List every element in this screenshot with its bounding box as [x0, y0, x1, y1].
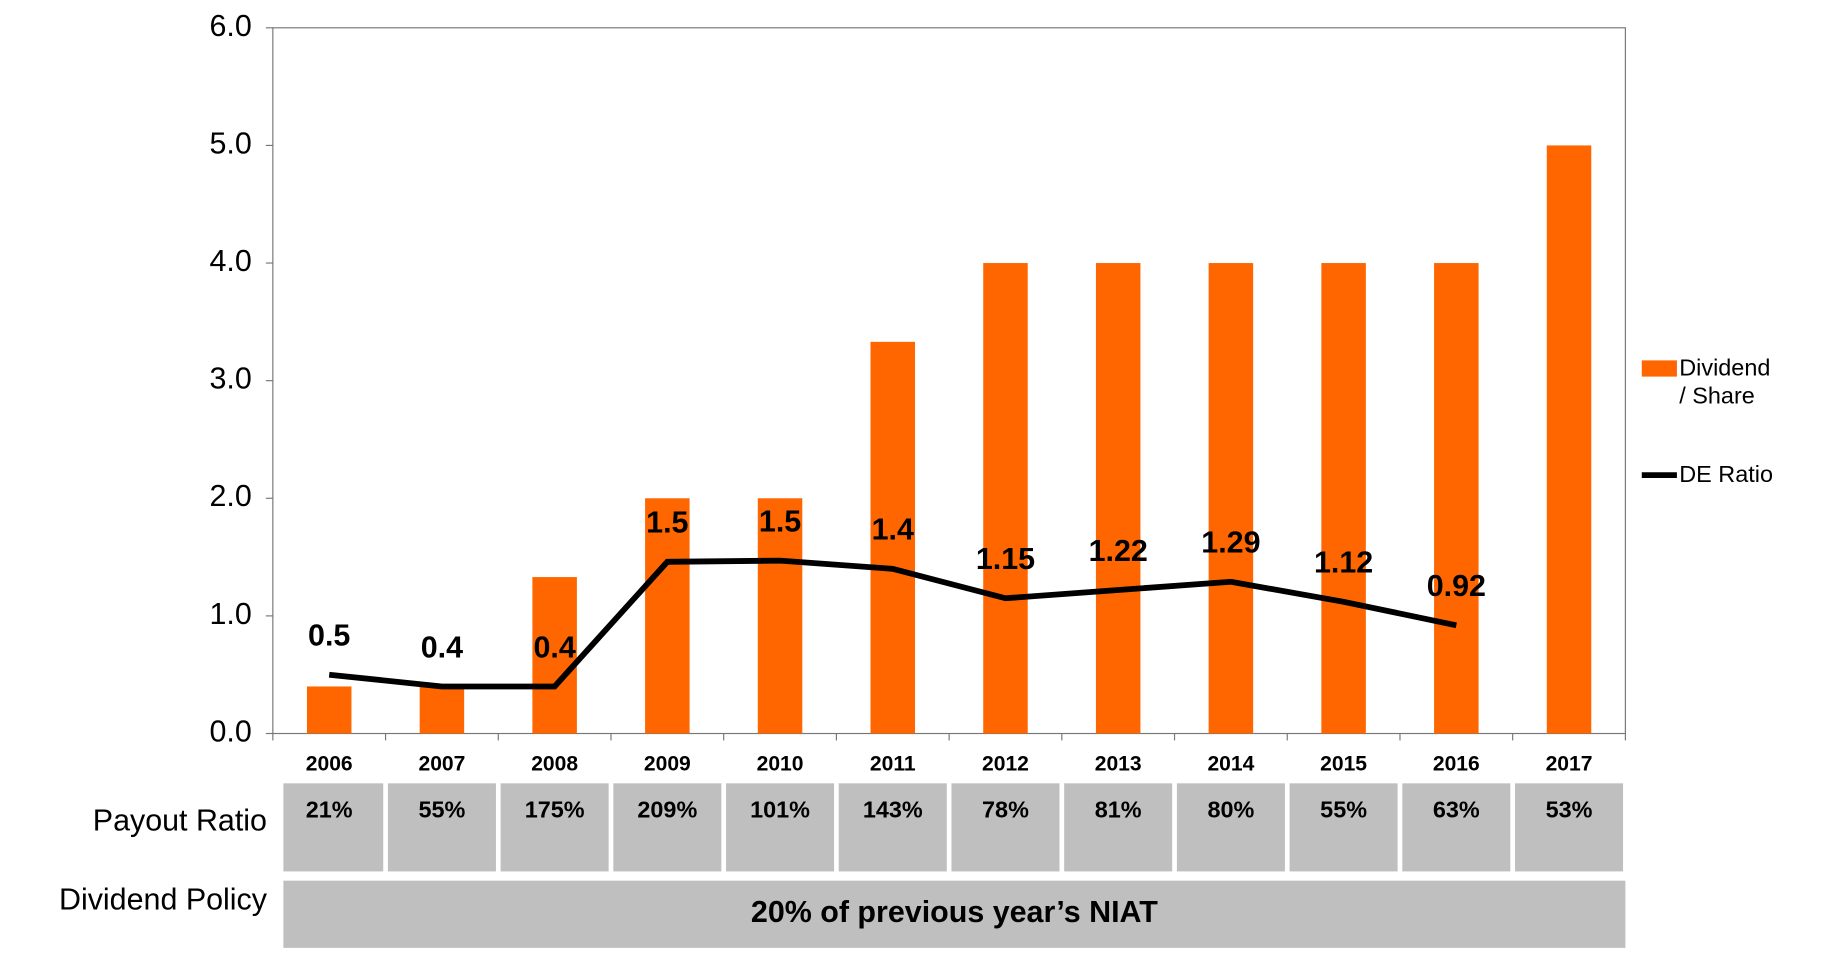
table-cell-text: 209% — [637, 796, 697, 822]
table-cell-text: 63% — [1433, 796, 1480, 822]
legend-swatch — [1641, 360, 1677, 377]
bar — [1546, 145, 1592, 734]
bar — [1321, 263, 1366, 734]
table-cell-text: 55% — [418, 796, 465, 822]
table-cell — [387, 783, 496, 872]
table-cell-text: 78% — [982, 796, 1029, 822]
table-cell — [613, 783, 722, 872]
table-cell — [726, 783, 835, 872]
bar — [645, 498, 690, 734]
legend-label: DE Ratio — [1679, 462, 1773, 488]
x-tick-label: 2010 — [757, 752, 804, 775]
table-cell — [1289, 783, 1398, 872]
bar — [1434, 263, 1479, 734]
row-header: Dividend Policy — [59, 884, 268, 917]
data-label: 1.22 — [1089, 535, 1148, 568]
data-label: 1.5 — [759, 506, 801, 539]
x-tick-label: 2016 — [1433, 752, 1480, 775]
bar — [419, 686, 465, 734]
x-tick-label: 2009 — [644, 752, 691, 775]
bar — [1208, 263, 1254, 734]
table-cell-text: 175% — [525, 796, 585, 822]
table-cell-text: 53% — [1546, 796, 1593, 822]
data-label: 0.92 — [1427, 570, 1486, 603]
bar — [532, 577, 577, 734]
data-label: 0.4 — [533, 631, 575, 664]
data-label: 1.15 — [976, 543, 1035, 576]
line — [328, 557, 1457, 690]
x-tick-label: 2015 — [1320, 752, 1367, 775]
y-tick-label: 5.0 — [209, 128, 251, 161]
table-cell-text: 55% — [1320, 796, 1367, 822]
y-tick-label: 2.0 — [209, 480, 251, 513]
y-tick-label: 0.0 — [209, 716, 251, 749]
y-tick-label: 4.0 — [209, 245, 251, 278]
table-cell — [838, 783, 947, 872]
data-label: 1.5 — [646, 507, 688, 540]
table-cell-text: 80% — [1207, 796, 1254, 822]
data-label: 1.29 — [1201, 527, 1260, 560]
x-tick-label: 2011 — [870, 752, 916, 775]
x-tick-label: 2006 — [306, 752, 353, 775]
policy-text: 20% of previous year’s NIAT — [751, 896, 1158, 929]
bar — [1095, 263, 1141, 734]
x-tick-label: 2014 — [1207, 752, 1254, 775]
table-cell-text: 143% — [863, 796, 923, 822]
row-header: Payout Ratio — [93, 805, 267, 838]
table-cell — [500, 783, 609, 872]
legend-item: Dividend / Share — [1679, 355, 1771, 410]
y-tick-label: 1.0 — [209, 598, 251, 631]
table-cell — [1402, 783, 1511, 872]
data-label: 0.4 — [421, 631, 463, 664]
data-label: 0.5 — [308, 620, 350, 653]
y-tick-label: 6.0 — [209, 10, 251, 43]
table-cell-text: 101% — [750, 796, 810, 822]
legend-label: Dividend / Share — [1679, 355, 1771, 410]
table-cell — [1064, 783, 1173, 872]
table-cell-text: 81% — [1095, 796, 1142, 822]
x-tick-label: 2013 — [1095, 752, 1142, 775]
table-cell — [1176, 783, 1285, 872]
x-tick-label: 2012 — [982, 752, 1029, 775]
x-tick-label: 2007 — [418, 752, 465, 775]
bar — [983, 263, 1028, 734]
plot-frame — [272, 27, 1626, 735]
x-tick-label: 2008 — [531, 752, 578, 775]
legend-item: DE Ratio — [1679, 462, 1773, 488]
bar — [870, 341, 916, 734]
x-tick-label: 2017 — [1546, 752, 1593, 775]
bar — [306, 686, 352, 734]
table-cell — [951, 783, 1060, 872]
policy-cell — [283, 880, 1626, 948]
y-tick-label: 3.0 — [209, 363, 251, 396]
table-cell — [283, 783, 384, 872]
data-label: 1.12 — [1314, 547, 1373, 580]
data-label: 1.4 — [872, 514, 914, 547]
table-cell — [1515, 783, 1624, 872]
bar — [757, 498, 803, 734]
table-cell-text: 21% — [306, 796, 353, 822]
